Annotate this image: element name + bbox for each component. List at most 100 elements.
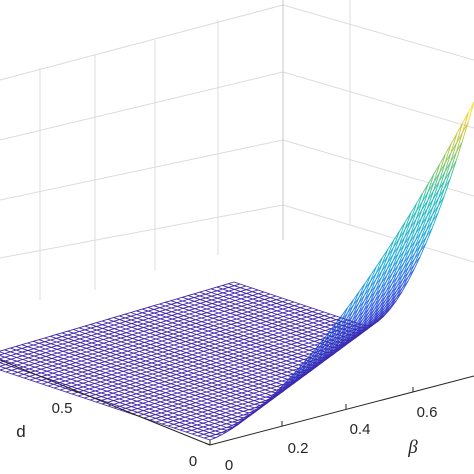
mesh-line — [159, 309, 166, 312]
mesh-line — [106, 383, 113, 387]
mesh-line — [211, 303, 219, 307]
mesh-line — [240, 294, 247, 298]
mesh-line — [275, 376, 282, 380]
mesh-line — [71, 393, 79, 397]
mesh-line — [188, 309, 196, 313]
mesh-line — [155, 338, 163, 342]
mesh-line — [21, 342, 28, 346]
mesh-line — [121, 350, 128, 354]
mesh-line — [28, 353, 35, 357]
mesh-line — [16, 351, 23, 355]
mesh-line — [326, 348, 333, 352]
mesh-line — [241, 305, 248, 309]
mesh-line — [183, 313, 190, 317]
mesh-line — [147, 388, 154, 391]
mesh-line — [198, 367, 206, 371]
mesh-line — [134, 367, 141, 371]
mesh-line — [185, 346, 192, 350]
mesh-line — [104, 363, 112, 366]
mesh-line — [224, 395, 231, 399]
mesh-line — [348, 328, 355, 332]
mesh-line — [300, 307, 307, 311]
mesh-line — [292, 362, 299, 366]
mesh-line — [227, 358, 234, 362]
mesh-line — [160, 322, 167, 325]
mesh-line — [71, 384, 78, 388]
mesh-line — [106, 387, 113, 390]
mesh-line — [166, 403, 173, 407]
mesh-line — [207, 325, 214, 328]
mesh-line — [272, 330, 279, 334]
mesh-line — [29, 366, 36, 370]
mesh-line — [263, 374, 271, 378]
y-axis-line — [0, 359, 211, 446]
mesh-line — [176, 305, 184, 309]
mesh-line — [308, 346, 316, 350]
mesh-line — [185, 420, 192, 424]
mesh-line — [319, 328, 326, 331]
mesh-line — [195, 319, 202, 323]
mesh-line — [391, 276, 399, 290]
mesh-line — [297, 353, 304, 357]
mesh-line — [351, 308, 359, 321]
mesh-line — [138, 341, 145, 345]
mesh-line — [207, 326, 215, 330]
mesh-line — [148, 318, 155, 321]
mesh-line — [199, 369, 206, 372]
mesh-line — [401, 276, 409, 289]
mesh-line — [188, 385, 195, 389]
mesh-line — [228, 366, 235, 370]
mesh-line — [41, 372, 48, 376]
mesh-line — [208, 332, 215, 336]
mesh-line — [142, 318, 149, 321]
mesh-line — [110, 363, 118, 367]
mesh-line — [83, 388, 90, 392]
mesh-line — [183, 400, 190, 403]
mesh-line — [52, 361, 59, 365]
mesh-line — [151, 355, 158, 358]
mesh-line — [40, 368, 48, 372]
mesh-line — [187, 295, 195, 299]
mesh-line — [93, 371, 101, 375]
mesh-line — [215, 428, 222, 432]
mesh-line — [167, 331, 174, 335]
mesh-line — [80, 351, 87, 355]
mesh-line — [90, 327, 97, 331]
mesh-line — [231, 417, 239, 421]
mesh-line — [118, 393, 125, 396]
mesh-line — [133, 356, 140, 360]
mesh-line — [242, 409, 250, 412]
mesh-line — [131, 330, 139, 334]
mesh-line — [199, 376, 206, 380]
mesh-line — [194, 306, 201, 310]
mesh-line — [329, 313, 337, 317]
mesh-line — [51, 350, 58, 354]
mesh-line — [227, 349, 234, 353]
mesh-line — [179, 341, 186, 344]
mesh-line — [286, 362, 293, 365]
mesh-line — [75, 364, 82, 367]
mesh-line — [128, 361, 135, 365]
mesh-line — [219, 323, 226, 327]
mesh-line — [35, 370, 42, 374]
mesh-line — [124, 313, 132, 317]
mesh-line — [365, 324, 373, 327]
mesh-line — [173, 422, 180, 425]
mesh-line — [217, 294, 224, 297]
mesh-line — [152, 377, 160, 381]
mesh-line — [187, 372, 194, 376]
mesh-line — [269, 293, 277, 297]
mesh-line — [237, 335, 244, 338]
mesh-line — [28, 361, 35, 364]
mesh-line — [22, 362, 30, 366]
mesh-line — [211, 292, 218, 295]
mesh-line — [287, 369, 294, 373]
mesh-line — [329, 332, 337, 344]
mesh-line — [11, 360, 18, 364]
mesh-line — [369, 266, 377, 282]
mesh-line — [315, 355, 322, 359]
mesh-line — [433, 164, 441, 184]
mesh-line — [75, 356, 82, 360]
mesh-line — [228, 281, 235, 285]
mesh-line — [85, 331, 92, 334]
